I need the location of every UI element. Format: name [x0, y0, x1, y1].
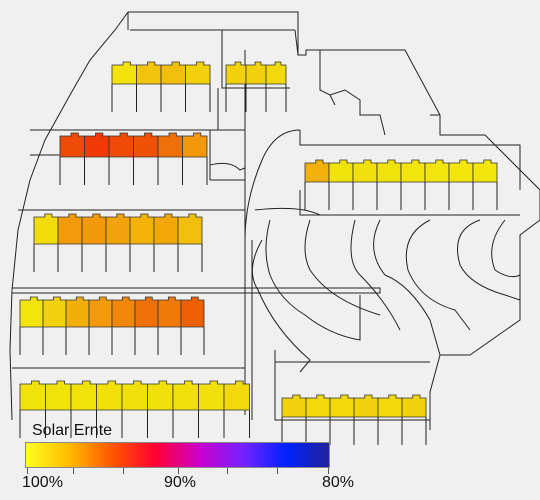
- house-roof: [121, 380, 148, 411]
- house-roof: [153, 213, 179, 245]
- legend-tick: [277, 468, 278, 474]
- row-right: [304, 159, 498, 210]
- parcel-line: [304, 219, 381, 316]
- house-roof: [160, 61, 186, 85]
- row-orange: [59, 132, 208, 185]
- house-roof: [111, 296, 136, 328]
- main-road: [12, 287, 381, 294]
- legend-gradient-bar: [25, 442, 330, 468]
- outer-boundary: [128, 11, 540, 430]
- parcel-line: [299, 130, 521, 216]
- house-roof: [70, 380, 97, 411]
- house-roof: [133, 132, 159, 158]
- legend-tick: [178, 468, 179, 474]
- house-roof: [424, 159, 450, 183]
- parcel-line: [373, 219, 441, 356]
- parcel-line: [30, 129, 245, 156]
- house-roof: [376, 159, 402, 183]
- house-roof: [352, 159, 378, 183]
- parcel-line: [329, 94, 336, 106]
- legend-label-80: 80%: [322, 474, 355, 491]
- legend-tick: [73, 468, 74, 474]
- house-roof: [111, 61, 137, 85]
- house-roof: [353, 394, 379, 418]
- house-roof: [281, 394, 307, 418]
- house-roof: [136, 61, 162, 85]
- house-roof: [377, 394, 403, 418]
- house-roof: [88, 296, 113, 328]
- row-bottom-right: [281, 394, 427, 445]
- house-roof: [134, 296, 159, 328]
- house-roof: [81, 213, 107, 245]
- parcel-line: [244, 129, 301, 241]
- house-roof: [42, 296, 67, 328]
- house-roof: [198, 380, 225, 411]
- house-roof: [472, 159, 498, 183]
- house-roof: [182, 132, 208, 158]
- parcel-line: [457, 219, 521, 301]
- house-roof: [19, 296, 44, 328]
- house-roof: [105, 213, 131, 245]
- parcel-line: [491, 219, 521, 278]
- house-roof: [33, 213, 59, 245]
- house-roof: [65, 296, 90, 328]
- legend-tick-100: [27, 468, 28, 474]
- legend-label-100: 100%: [22, 474, 63, 491]
- house-roof: [108, 132, 134, 158]
- legend-tick: [123, 468, 124, 474]
- legend-label-90: 90%: [164, 474, 197, 491]
- house-roof: [448, 159, 474, 183]
- house-roof: [265, 61, 287, 85]
- house-roof: [177, 213, 203, 245]
- row-lower: [19, 296, 205, 355]
- house-roof: [157, 132, 183, 158]
- house-roof: [147, 380, 174, 411]
- house-roof: [129, 213, 155, 245]
- outer-boundary: [9, 11, 129, 421]
- parcel-line: [217, 30, 290, 130]
- house-roof: [223, 380, 250, 411]
- house-roof: [59, 132, 85, 158]
- parcel-line: [405, 219, 471, 331]
- house-roof: [96, 380, 123, 411]
- house-roof: [19, 380, 46, 411]
- parcel-line: [209, 162, 246, 171]
- parcel-line: [254, 207, 321, 216]
- house-roof: [180, 296, 205, 328]
- row-mid: [33, 213, 203, 272]
- house-roof: [400, 159, 426, 183]
- house-roof: [157, 296, 182, 328]
- house-roof: [401, 394, 427, 418]
- parcel-line: [350, 219, 401, 331]
- legend-title: Solar Ernte: [32, 422, 113, 439]
- house-roof: [172, 380, 199, 411]
- house-roof: [57, 213, 83, 245]
- legend-tick-80: [328, 468, 329, 474]
- house-roof: [305, 394, 331, 418]
- house-rows: [19, 61, 498, 445]
- house-roof: [328, 159, 354, 183]
- parcel-line: [209, 130, 245, 181]
- house-roof: [84, 132, 110, 158]
- parcel-line: [319, 50, 440, 136]
- row-top-right: [225, 61, 287, 112]
- cul-de-sac: [251, 239, 430, 421]
- house-roof: [45, 380, 72, 411]
- row-top-left: [111, 61, 211, 112]
- parcel-line: [130, 29, 299, 56]
- house-roof: [225, 61, 247, 85]
- house-roof: [185, 61, 211, 85]
- house-roof: [329, 394, 355, 418]
- house-roof: [245, 61, 267, 85]
- house-roof: [304, 159, 330, 183]
- legend-tick: [227, 468, 228, 474]
- row-bottom: [19, 380, 250, 438]
- parcel-line: [265, 219, 361, 341]
